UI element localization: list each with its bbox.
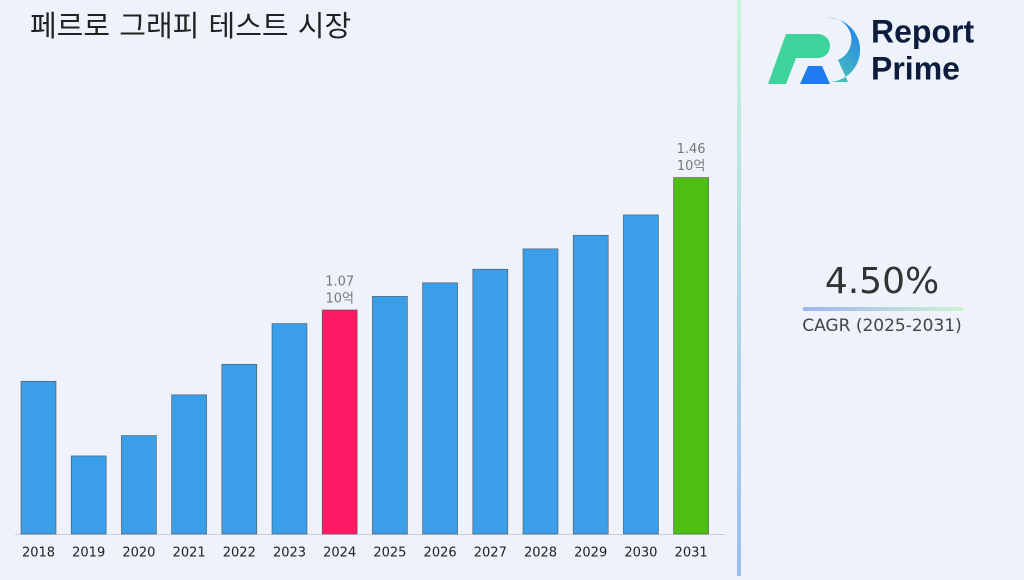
bar <box>121 435 157 535</box>
bar <box>221 363 258 535</box>
divider <box>737 0 741 576</box>
bar <box>271 323 308 535</box>
brand: Report <box>871 13 974 49</box>
bar <box>422 282 458 535</box>
x-tick-label: 2019 <box>72 546 105 561</box>
value-label: 1.07 <box>325 274 354 289</box>
x-tick-label: 2021 <box>173 546 206 561</box>
x-tick-label: 2031 <box>675 546 708 561</box>
bar <box>70 455 107 535</box>
chart-title: 페르로 그래피 테스트 시장 <box>30 9 351 43</box>
value-label: 1.46 <box>677 142 706 157</box>
bar <box>372 296 408 535</box>
x-tick-label: 2024 <box>323 546 356 561</box>
value-unit: 10억 <box>325 291 354 306</box>
bar <box>20 380 57 535</box>
x-tick-label: 2018 <box>22 546 55 561</box>
bar <box>472 268 509 535</box>
logo <box>768 17 861 84</box>
x-tick-label: 2025 <box>373 546 406 561</box>
cagr-label: CAGR (2025-2031) <box>802 316 962 336</box>
x-tick-label: 2020 <box>122 546 155 561</box>
x-tick-label: 2026 <box>424 546 457 561</box>
cagr-value: 4.50% <box>825 261 939 302</box>
bar <box>171 394 207 535</box>
bar <box>623 214 659 535</box>
bar <box>673 177 709 535</box>
x-tick-label: 2027 <box>474 546 507 561</box>
x-tick-label: 2029 <box>574 546 607 561</box>
x-tick-label: 2023 <box>273 546 306 561</box>
x-tick-label: 2028 <box>524 546 557 561</box>
brand: Prime <box>871 50 960 86</box>
x-tick-label: 2030 <box>624 546 657 561</box>
bar <box>522 248 559 535</box>
underline <box>803 307 963 311</box>
x-tick-label: 2022 <box>223 546 256 561</box>
value-unit: 10억 <box>677 159 706 174</box>
bar <box>321 309 358 535</box>
bar <box>572 234 609 535</box>
